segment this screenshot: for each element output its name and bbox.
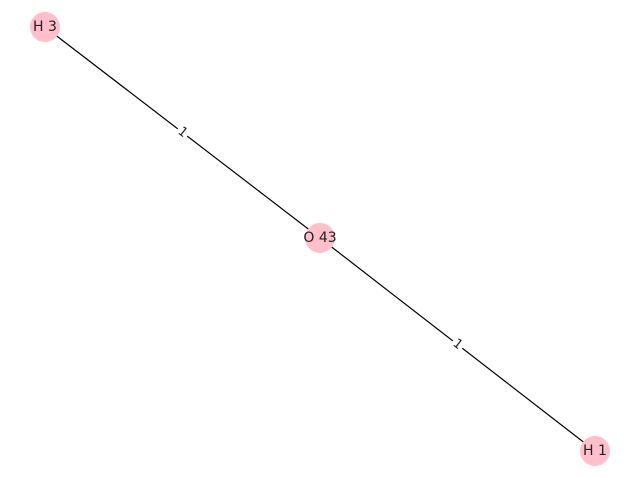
node-o43 [305, 223, 335, 253]
edge-label-background [447, 334, 468, 355]
edge-label-group: 1 [447, 334, 468, 355]
edge-label-group: 1 [172, 122, 193, 143]
edge-labels-layer: 11 [172, 122, 468, 355]
node-label-h1: H 1 [583, 443, 607, 459]
node-h1 [580, 436, 610, 466]
node-label-h3: H 3 [33, 19, 57, 35]
edge-label-background [172, 122, 193, 143]
node-label-o43: O 43 [303, 230, 336, 246]
node-h3 [30, 12, 60, 42]
nodes-layer: O 43 H 3 H 1 [30, 12, 610, 466]
